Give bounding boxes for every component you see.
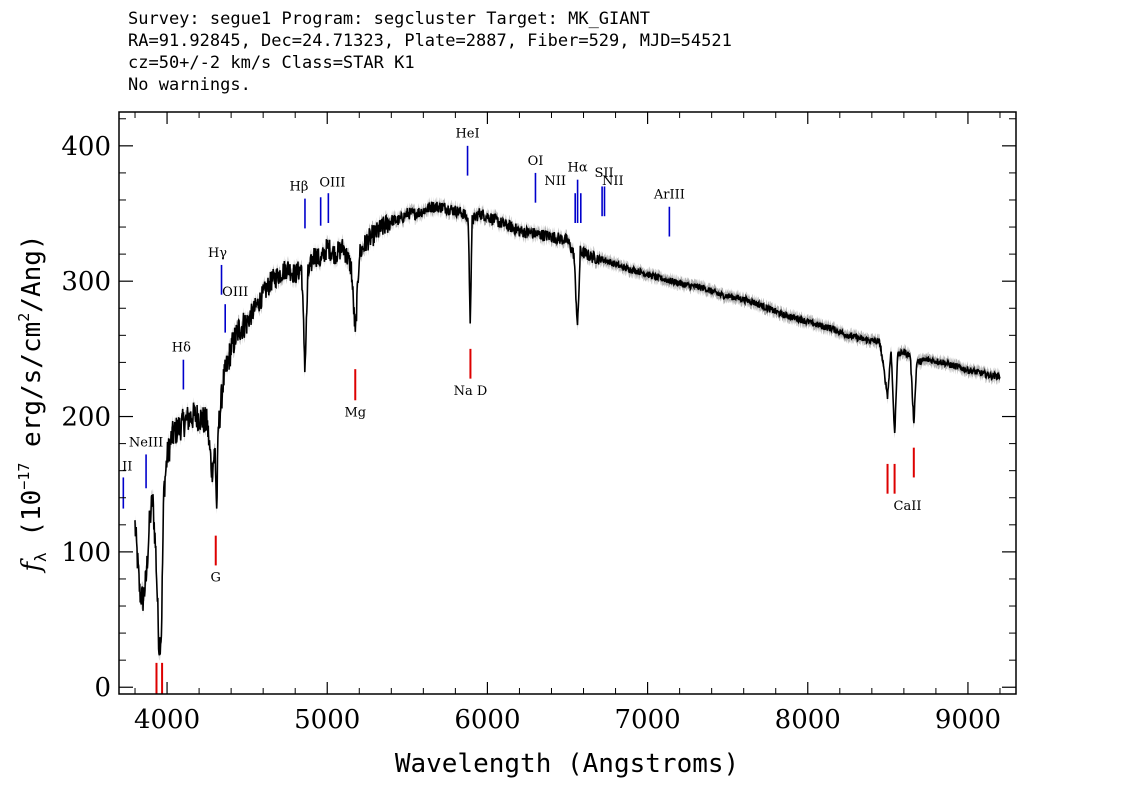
spectrum-header: Survey: segue1 Program: segcluster Targe… xyxy=(128,8,732,96)
line-label-hδ: Hδ xyxy=(172,341,191,356)
x-axis-title: Wavelength (Angstroms) xyxy=(395,749,739,779)
y-tick-label: 0 xyxy=(94,673,111,703)
y-axis-title-mid: erg/s/cm xyxy=(17,322,47,463)
header-survey-line: Survey: segue1 Program: segcluster Targe… xyxy=(128,9,650,29)
x-tick-label: 8000 xyxy=(775,705,841,735)
plot-frame xyxy=(118,111,1017,695)
x-tick-label: 7000 xyxy=(615,705,681,735)
line-label-sii: SII xyxy=(595,166,614,181)
y-axis-title-post: /Ang) xyxy=(17,234,47,312)
line-label-neiii: NeIII xyxy=(129,435,163,450)
spectrum-flux-line xyxy=(134,201,1001,656)
line-label-oiii: OIII xyxy=(319,175,345,190)
y-axis-title-pre: (10 xyxy=(17,490,47,553)
spectrum-error-band xyxy=(135,196,1000,661)
y-axis-title-exp2: 2 xyxy=(15,313,33,322)
line-label-oi: OI xyxy=(528,154,544,169)
header-redshift-line: cz=50+/-2 km/s Class=STAR K1 xyxy=(128,53,415,73)
line-label-hei: HeI xyxy=(455,127,479,142)
line-label-ariii: ArIII xyxy=(653,188,685,203)
line-label-ii: II xyxy=(122,460,132,475)
line-label-g: G xyxy=(211,571,221,586)
y-tick-label: 100 xyxy=(61,538,111,568)
header-coordinates-line: RA=91.92845, Dec=24.71323, Plate=2887, F… xyxy=(128,31,732,51)
y-tick-label: 400 xyxy=(61,132,111,162)
line-label-nii: NII xyxy=(602,174,624,189)
line-label-oiii: OIII xyxy=(222,285,248,300)
line-label-mg: Mg xyxy=(344,406,366,421)
spectrum-layer xyxy=(134,196,1001,661)
line-label-caii: CaII xyxy=(894,499,922,514)
line-label-hα: Hα xyxy=(568,161,588,176)
x-tick-label: 4000 xyxy=(134,705,200,735)
y-axis-title: fλ (10−17 erg/s/cm2/Ang) xyxy=(15,234,50,573)
y-axis-title-lambda: λ xyxy=(31,552,50,562)
line-label-nii: NII xyxy=(544,174,566,189)
axis-ticks-layer: 4000 5000 6000 7000 8000 9000 0 100 200 300 400 xyxy=(61,112,1016,735)
y-tick-label: 200 xyxy=(61,403,111,433)
header-warnings-line: No warnings. xyxy=(128,75,251,95)
x-tick-label: 9000 xyxy=(935,705,1001,735)
y-tick-label: 300 xyxy=(61,267,111,297)
x-tick-label: 5000 xyxy=(294,705,360,735)
line-label-hγ: Hγ xyxy=(208,246,227,261)
y-axis-title-exp1: −17 xyxy=(15,463,33,490)
line-label-na-d: Na D xyxy=(454,384,488,399)
line-label-hβ: Hβ xyxy=(290,180,309,195)
x-tick-label: 6000 xyxy=(454,705,520,735)
